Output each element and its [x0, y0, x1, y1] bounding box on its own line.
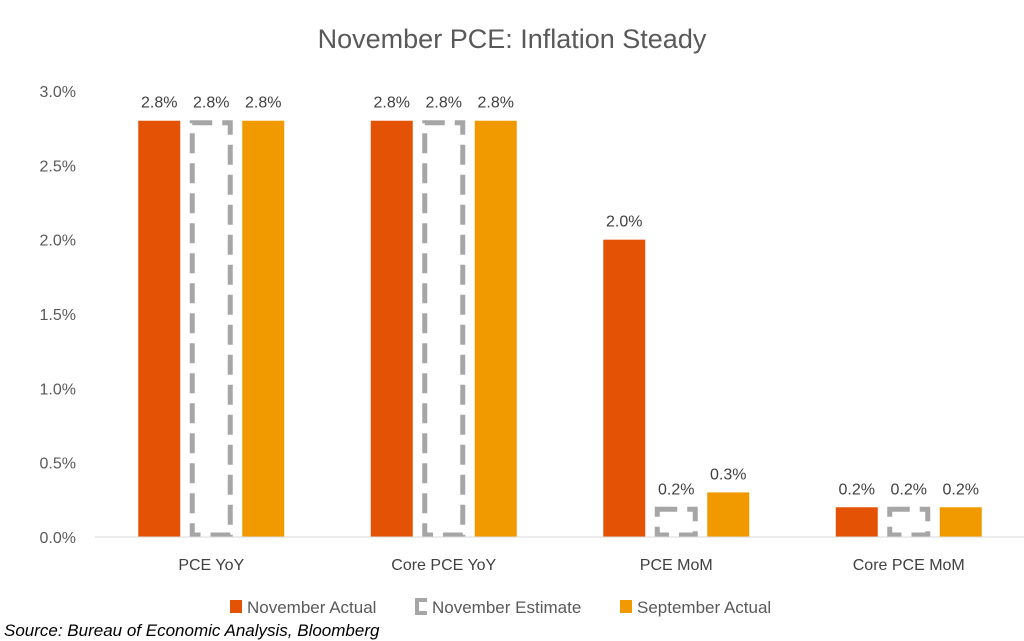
- bar-september-actual: [939, 507, 982, 537]
- bar-november-estimate: [887, 506, 931, 538]
- bar-november-actual: [835, 507, 878, 537]
- legend-item: November Estimate: [415, 598, 581, 617]
- x-tick-label: PCE MoM: [640, 557, 713, 574]
- x-tick-label: Core PCE YoY: [391, 557, 496, 574]
- y-tick-label: 2.5%: [40, 158, 76, 175]
- legend-item: September Actual: [620, 598, 771, 617]
- y-tick-label: 1.5%: [40, 307, 76, 324]
- y-tick-label: 2.0%: [40, 233, 76, 250]
- data-label: 2.8%: [374, 95, 410, 112]
- x-tick-label: Core PCE MoM: [853, 557, 965, 574]
- data-label: 2.0%: [606, 214, 642, 231]
- bar-september-actual: [474, 120, 517, 537]
- bar-november-actual: [370, 120, 413, 537]
- data-label: 2.8%: [478, 95, 514, 112]
- legend-swatch: [415, 598, 427, 615]
- data-label: 2.8%: [426, 95, 462, 112]
- y-tick-label: 0.5%: [40, 456, 76, 473]
- legend-swatch: [620, 600, 632, 613]
- bar-september-actual: [242, 120, 285, 537]
- bar-november-actual: [138, 120, 181, 537]
- chart-title: November PCE: Inflation Steady: [318, 24, 707, 54]
- bar-november-estimate: [654, 506, 698, 538]
- y-tick-label: 3.0%: [40, 84, 76, 101]
- data-label: 2.8%: [141, 95, 177, 112]
- legend-label: September Actual: [637, 598, 771, 617]
- data-label: 0.2%: [891, 481, 927, 498]
- data-label: 2.8%: [245, 95, 281, 112]
- bar-november-actual: [603, 239, 646, 537]
- y-tick-label: 0.0%: [40, 530, 76, 547]
- data-label: 0.2%: [658, 481, 694, 498]
- data-label: 0.2%: [943, 481, 979, 498]
- bar-november-estimate: [189, 120, 233, 538]
- source-note: Source: Bureau of Economic Analysis, Blo…: [4, 621, 380, 640]
- data-label: 2.8%: [193, 95, 229, 112]
- legend-item: November Actual: [230, 598, 376, 617]
- bar-november-estimate: [422, 120, 466, 538]
- y-tick-label: 1.0%: [40, 381, 76, 398]
- data-label: 0.2%: [839, 481, 875, 498]
- legend-label: November Estimate: [432, 598, 581, 617]
- legend-swatch: [230, 600, 242, 613]
- legend-label: November Actual: [247, 598, 376, 617]
- x-tick-label: PCE YoY: [178, 557, 244, 574]
- data-label: 0.3%: [710, 466, 746, 483]
- bar-september-actual: [707, 492, 750, 537]
